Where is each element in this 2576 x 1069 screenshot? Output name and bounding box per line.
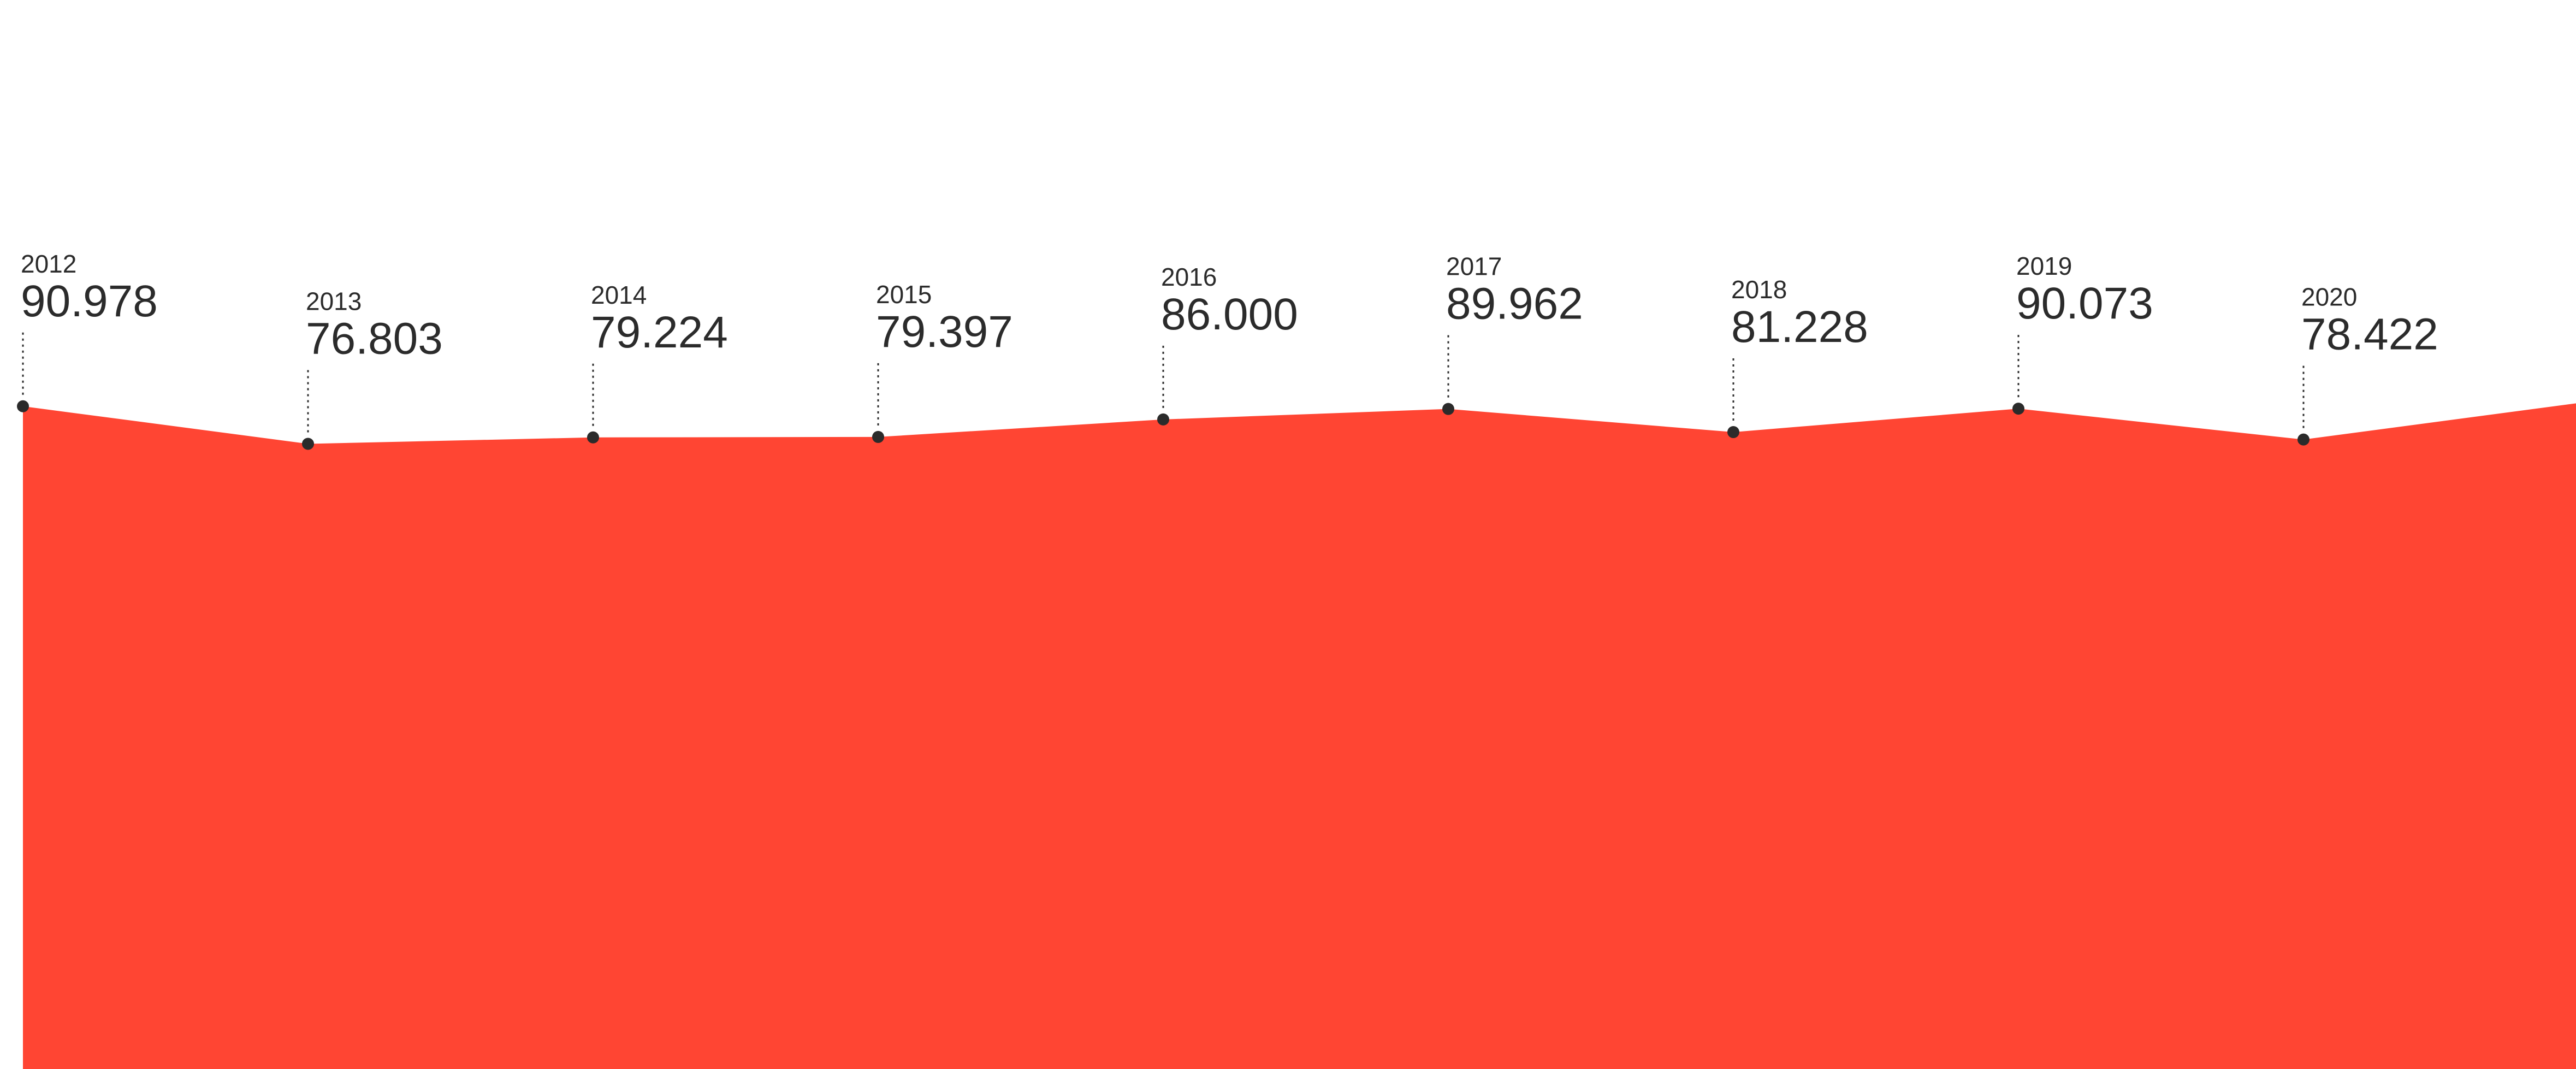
year-label: 2013 xyxy=(306,287,362,316)
year-label: 2020 xyxy=(2301,283,2357,311)
year-label: 2018 xyxy=(1731,275,1787,304)
value-label: 79.397 xyxy=(876,307,1013,357)
data-point xyxy=(587,431,599,444)
value-label: 90.978 xyxy=(21,276,158,326)
data-point xyxy=(2297,433,2309,446)
value-label: 81.228 xyxy=(1731,302,1868,352)
data-point xyxy=(1727,426,1739,439)
year-label: 2016 xyxy=(1161,263,1217,291)
data-point xyxy=(2012,403,2024,415)
area-series xyxy=(23,403,2576,1069)
value-label: 90.073 xyxy=(2016,279,2153,328)
value-label: 86.000 xyxy=(1161,290,1298,339)
value-label: 79.224 xyxy=(591,308,728,357)
year-label: 2019 xyxy=(2016,252,2072,280)
value-label: 78.422 xyxy=(2301,310,2438,359)
data-point xyxy=(1442,403,1454,415)
data-point xyxy=(872,430,884,443)
year-label: 2012 xyxy=(21,250,76,278)
value-label: 76.803 xyxy=(306,314,443,364)
data-point xyxy=(1157,413,1169,426)
value-label: 89.962 xyxy=(1446,279,1583,329)
year-label: 2014 xyxy=(591,281,647,309)
data-point xyxy=(302,438,314,450)
data-point xyxy=(17,400,29,412)
year-label: 2015 xyxy=(876,280,932,309)
year-label: 2017 xyxy=(1446,252,1502,281)
